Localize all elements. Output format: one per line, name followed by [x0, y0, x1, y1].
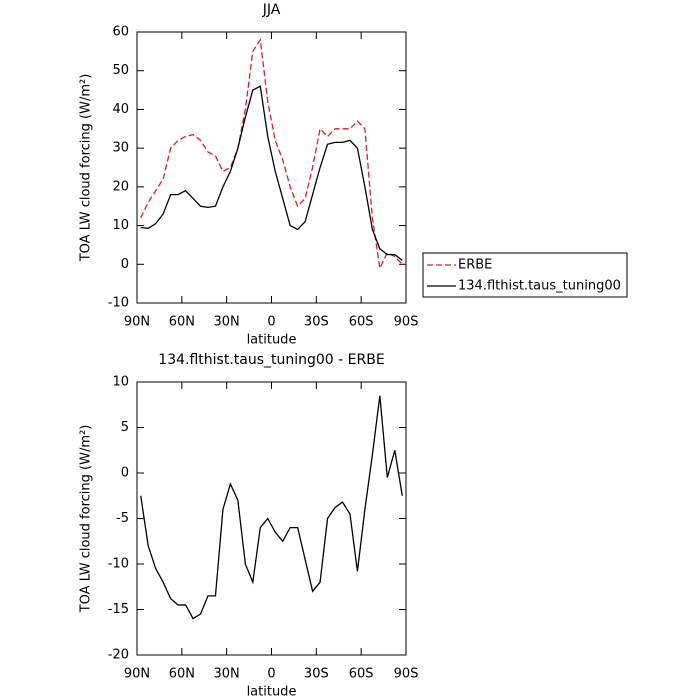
y-tick-label: 10: [112, 218, 129, 233]
y-axis-label: TOA LW cloud forcing (W/m²): [79, 425, 94, 614]
data-line: [140, 395, 403, 620]
x-tick-label: 90S: [394, 315, 419, 330]
x-tick-label: 30N: [214, 315, 240, 330]
y-tick-label: -15: [108, 602, 129, 617]
data-line: [140, 85, 403, 261]
legend-label: 134.flthist.taus_tuning00: [458, 279, 621, 294]
y-tick-label: 60: [112, 25, 129, 40]
chart-title: JJA: [262, 2, 281, 18]
data-line: [140, 37, 403, 271]
chart-title: 134.flthist.taus_tuning00 - ERBE: [158, 352, 384, 368]
x-tick-label: 30N: [214, 667, 240, 682]
x-tick-label: 60S: [349, 667, 374, 682]
y-tick-label: -5: [116, 511, 129, 526]
y-tick-label: 0: [121, 466, 129, 481]
y-tick-label: -10: [108, 557, 129, 572]
y-tick-label: 10: [112, 375, 129, 390]
x-tick-label: 60S: [349, 315, 374, 330]
y-tick-label: 0: [121, 257, 129, 272]
x-tick-label: 0: [267, 315, 275, 330]
y-tick-label: 5: [121, 420, 129, 435]
x-axis-label: latitude: [247, 685, 297, 700]
y-tick-label: 30: [112, 141, 129, 156]
x-tick-label: 90N: [124, 315, 150, 330]
x-tick-label: 30S: [304, 667, 329, 682]
legend-label: ERBE: [458, 258, 492, 273]
legend-box: [422, 252, 628, 298]
x-tick-label: 30S: [304, 315, 329, 330]
x-tick-label: 0: [267, 667, 275, 682]
y-tick-label: -10: [108, 296, 129, 311]
x-tick-label: 60N: [169, 315, 195, 330]
x-axis-label: latitude: [247, 333, 297, 348]
x-tick-label: 60N: [169, 667, 195, 682]
x-tick-label: 90S: [394, 667, 419, 682]
y-tick-label: 20: [112, 179, 129, 194]
y-tick-label: 40: [112, 102, 129, 117]
x-tick-label: 90N: [124, 667, 150, 682]
plot-frame: [136, 31, 407, 304]
plot-frame: [136, 381, 407, 656]
y-tick-label: 50: [112, 63, 129, 78]
y-axis-label: TOA LW cloud forcing (W/m²): [79, 74, 94, 263]
y-tick-label: -20: [108, 648, 129, 663]
